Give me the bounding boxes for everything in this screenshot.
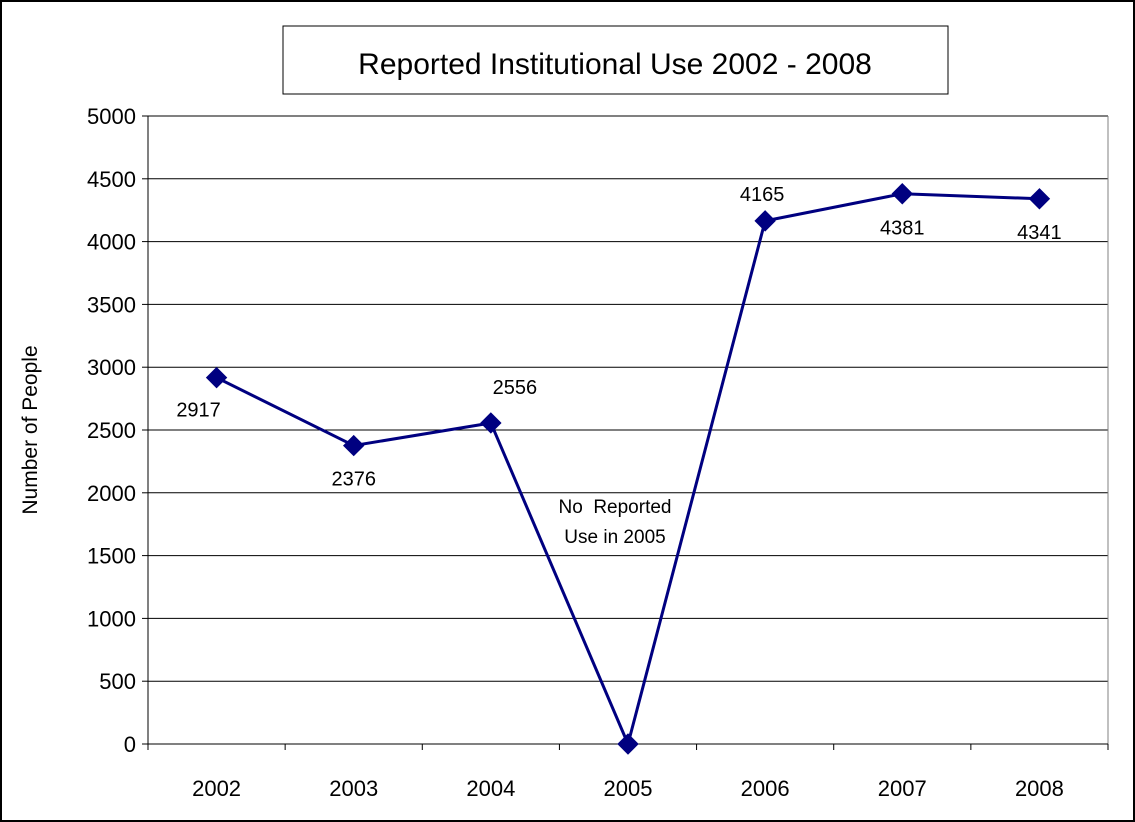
y-tick-label: 2500 (87, 418, 136, 443)
data-label: 2556 (493, 377, 538, 399)
data-point (480, 412, 502, 434)
x-tick-label: 2002 (192, 776, 241, 801)
y-axis-label: Number of People (19, 345, 42, 514)
y-tick-label: 500 (99, 669, 136, 694)
annotation-text: Use in 2005 (564, 527, 665, 548)
x-tick-label: 2005 (604, 776, 653, 801)
y-tick-label: 2000 (87, 481, 136, 506)
title-box (282, 25, 949, 95)
y-tick-label: 0 (124, 732, 136, 757)
data-label: 2917 (176, 400, 221, 422)
data-point (343, 434, 365, 457)
annotation-text: No Reported (558, 497, 671, 518)
data-labels: 2917 2376 2556 4165 4381 4341 (176, 184, 1061, 491)
y-tick-label: 1500 (87, 544, 136, 569)
y-tick-label: 5000 (87, 104, 136, 129)
data-point (891, 183, 913, 205)
x-tick-label: 2008 (1015, 776, 1064, 801)
data-label: 4165 (740, 184, 785, 206)
data-point (205, 366, 228, 389)
data-label: 2376 (331, 469, 376, 491)
y-tick-label: 4000 (87, 230, 136, 255)
y-tick-label: 1000 (87, 606, 136, 631)
gridlines (148, 115, 1108, 682)
data-label: 4381 (880, 218, 925, 240)
y-tick-label: 3000 (87, 355, 136, 380)
data-point (617, 733, 639, 755)
data-point (754, 210, 776, 232)
x-tick-label: 2006 (741, 776, 790, 801)
series (205, 183, 1051, 755)
data-label: 4341 (1017, 222, 1062, 244)
x-tick-labels: 2002 2003 2004 2005 2006 2007 2008 (192, 776, 1064, 801)
chart-title: Reported Institutional Use 2002 - 2008 (358, 48, 872, 81)
y-tick-labels: 0 500 1000 1500 2000 2500 3000 3500 4000 4500 5000 (87, 104, 136, 757)
data-point (1028, 188, 1051, 210)
x-tick-label: 2004 (466, 776, 515, 801)
x-tick-label: 2007 (878, 776, 927, 801)
axes (142, 115, 1109, 750)
annotations: No Reported Use in 2005 (558, 497, 671, 548)
y-tick-label: 3500 (87, 292, 136, 317)
y-tick-label: 4500 (87, 167, 136, 192)
x-tick-label: 2003 (329, 776, 378, 801)
